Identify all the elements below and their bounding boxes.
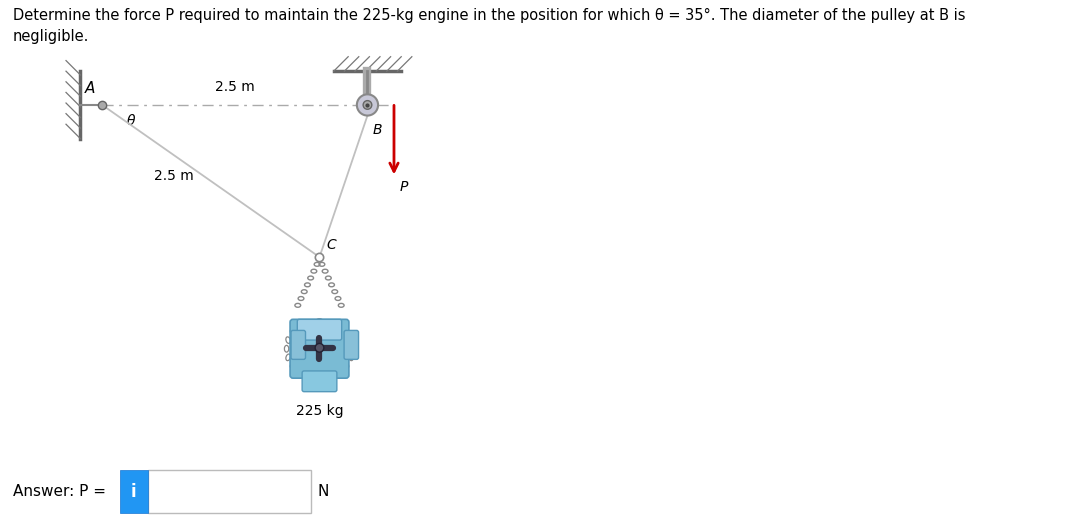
Text: C: C <box>326 238 336 252</box>
Text: 225 kg: 225 kg <box>296 404 344 418</box>
Text: 2.5 m: 2.5 m <box>154 169 194 183</box>
FancyBboxPatch shape <box>344 331 359 359</box>
FancyBboxPatch shape <box>120 470 149 513</box>
Text: Answer: P =: Answer: P = <box>13 484 111 499</box>
Circle shape <box>357 94 378 116</box>
Text: N: N <box>318 484 330 499</box>
FancyBboxPatch shape <box>291 331 306 359</box>
Circle shape <box>363 100 372 109</box>
FancyBboxPatch shape <box>302 371 337 392</box>
Text: A: A <box>85 81 95 96</box>
Text: Determine the force P required to maintain the 225-kg engine in the position for: Determine the force P required to mainta… <box>13 8 966 23</box>
Text: B: B <box>372 123 382 137</box>
Text: i: i <box>131 483 137 501</box>
FancyBboxPatch shape <box>149 470 311 513</box>
FancyBboxPatch shape <box>297 320 341 340</box>
Text: negligible.: negligible. <box>13 29 89 44</box>
Text: 2.5 m: 2.5 m <box>215 81 255 94</box>
Text: θ: θ <box>127 113 134 128</box>
FancyBboxPatch shape <box>291 320 349 378</box>
Text: P: P <box>400 180 409 194</box>
Circle shape <box>315 344 324 352</box>
